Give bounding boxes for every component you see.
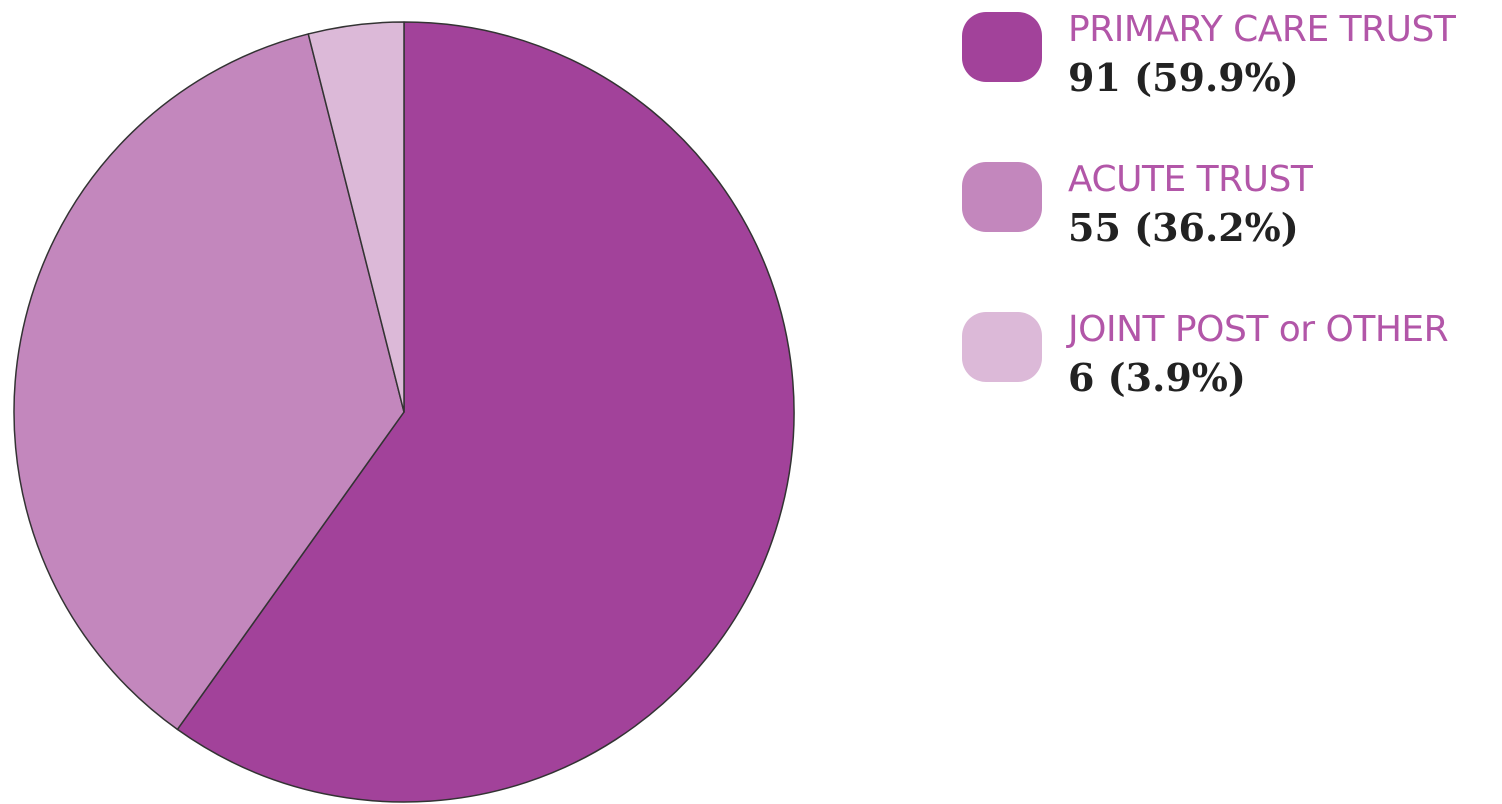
legend: PRIMARY CARE TRUST 91 (59.9%) ACUTE TRUS… [962, 8, 1492, 458]
legend-label-joint-post-or-other: JOINT POST or OTHER [1068, 309, 1449, 350]
legend-swatch-primary-care-trust [962, 12, 1042, 82]
legend-value-acute-trust: 55 (36.2%) [1068, 205, 1299, 250]
legend-label-primary-care-trust: PRIMARY CARE TRUST [1068, 9, 1456, 50]
legend-label-acute-trust: ACUTE TRUST [1068, 159, 1313, 200]
legend-value-primary-care-trust: 91 (59.9%) [1068, 55, 1299, 100]
pie-slice-acute-trust [13, 33, 405, 731]
pie-slice-primary-care-trust [176, 21, 795, 803]
pie-slice-joint-post-or-other [307, 21, 405, 413]
legend-item-acute-trust: ACUTE TRUST 55 (36.2%) [962, 158, 1492, 308]
legend-value-joint-post-or-other: 6 (3.9%) [1068, 355, 1246, 400]
legend-swatch-joint-post-or-other [962, 312, 1042, 382]
legend-item-primary-care-trust: PRIMARY CARE TRUST 91 (59.9%) [962, 8, 1492, 158]
pie-chart-plot [13, 21, 795, 803]
legend-item-joint-post-or-other: JOINT POST or OTHER 6 (3.9%) [962, 308, 1492, 458]
legend-swatch-acute-trust [962, 162, 1042, 232]
